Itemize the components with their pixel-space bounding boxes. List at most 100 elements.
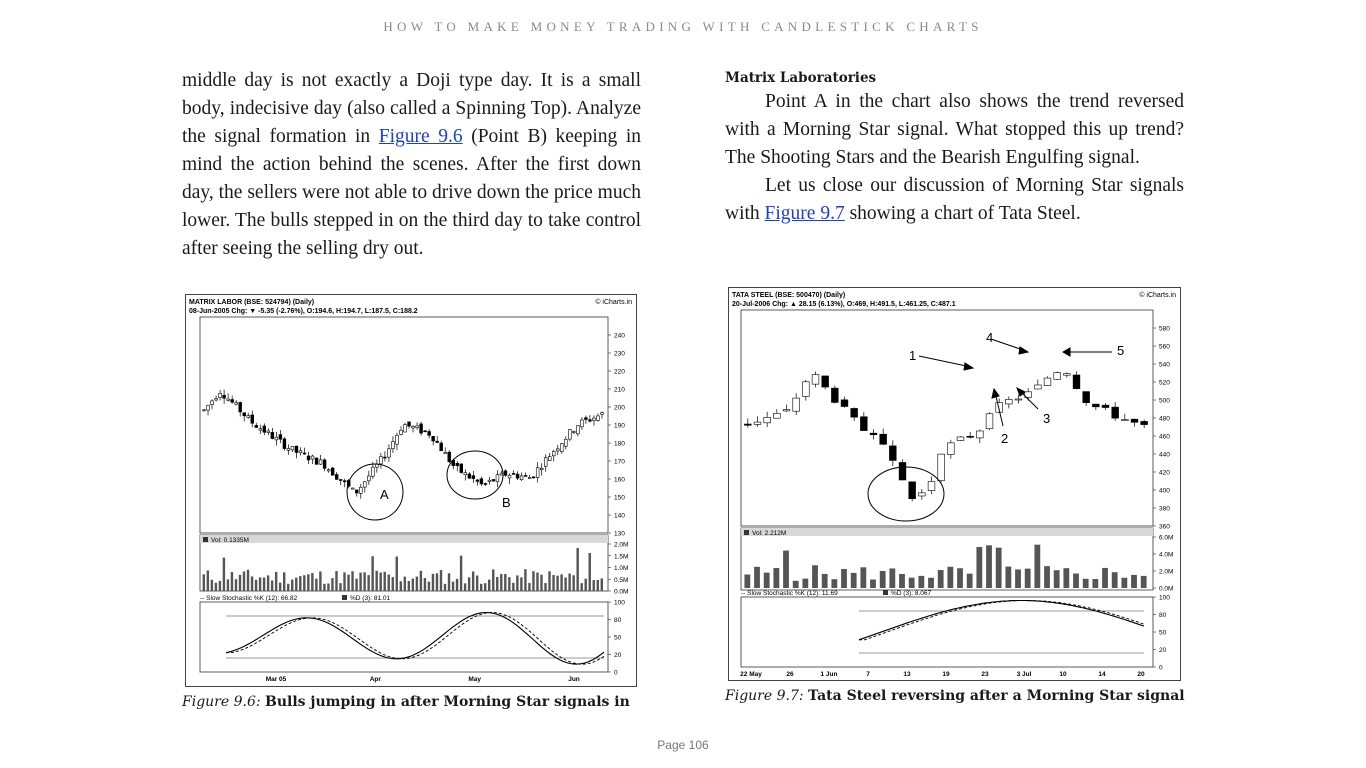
volume-bar [524,569,527,591]
candle-body [898,462,907,481]
candle-body [262,425,267,433]
candle-body [475,479,480,482]
axis-tick-label: 170 [614,459,625,466]
volume-bar [802,578,809,588]
x-axis-label: 10 [1059,671,1067,678]
chart2-quote-line: 20-Jul-2006 Chg: ▲ 28.15 (6.13%), O:469,… [732,301,956,308]
axis-tick-label: 0.0M [1159,586,1173,593]
stoch-d-line [859,600,1145,641]
axis-tick-label: 2.0M [614,542,628,549]
x-axis-label: 7 [866,671,870,678]
volume-bar [540,574,543,591]
candle-body [314,457,319,465]
volume-bar [250,576,254,591]
candle-body [266,430,271,433]
chart1-x-axis: Mar 05 Apr May Jun [266,676,580,683]
candle-body [479,478,484,485]
volume-bar [311,573,314,591]
volume-bar [238,574,242,591]
candle-body [918,492,926,497]
volume-bar [415,576,419,591]
candle-body [467,473,472,479]
volume-bar [976,547,983,588]
volume-bar [576,547,579,591]
candle-body [415,425,419,428]
candle-body [294,445,299,453]
figure-9-7-link[interactable]: Figure 9.7 [764,203,845,224]
candle-body [395,435,399,445]
volume-bar [266,575,270,591]
candle-body [763,417,771,424]
candle-body [459,463,463,473]
caption2-prefix: Figure 9.7: [725,688,809,704]
x-axis-label: 14 [1098,671,1106,678]
candle-body [531,476,536,479]
volume-bar [230,572,234,591]
chart1-price-axis: 240 230 220 210 200 190 180 170 160 150 140 130 [608,333,625,538]
left-paragraph: middle day is not exactly a Doji type da… [182,67,641,263]
volume-bar [744,574,751,588]
volume-bar [307,574,310,591]
volume-bar [475,575,479,591]
volume-bar [754,566,760,588]
volume-bar [319,571,322,591]
candle-body [527,477,532,479]
candle-body [744,423,752,426]
x-axis-label: 3 Jul [1017,671,1032,678]
candle-body [811,374,820,385]
volume-bar [287,583,290,591]
candle-body [435,440,439,443]
candle-body [507,474,512,479]
annotation-4: 4 [986,330,993,345]
volume-bar [600,578,603,591]
volume-bar [492,569,495,591]
candle-body [515,473,520,479]
volume-bar [879,571,886,588]
candle-body [363,481,367,488]
volume-bar [870,579,876,588]
figure-9-6-chart: MATRIX LABOR (BSE: 524794) (Daily) 08-Ju… [185,294,637,687]
axis-tick-label: 160 [614,477,625,484]
candle-body [503,470,508,476]
volume-bar [850,572,857,588]
volume-bar [391,577,394,591]
axis-tick-label: 50 [614,635,622,642]
candle-body [334,474,339,480]
candle-body [1130,418,1139,423]
volume-bar [427,581,431,591]
figure-9-6-link[interactable]: Figure 9.6 [378,126,463,147]
volume-bar [995,547,1002,588]
caption1-prefix: Figure 9.6: [182,694,266,710]
candle-body [937,453,945,481]
left-paragraph-text-1: middle day is not exactly a Doji type da… [182,70,641,147]
volume-bar [443,583,447,591]
volume-bar [419,570,423,591]
axis-tick-label: 420 [1159,470,1170,477]
volume-bar [206,570,210,591]
left-column: middle day is not exactly a Doji type da… [182,67,641,263]
volume-bar [375,570,378,591]
chart1-stoch-axis: 100 80 50 20 0 [608,600,625,677]
candle-body [995,402,1003,413]
candle-body [290,446,295,451]
axis-tick-label: 520 [1159,380,1170,387]
axis-tick-label: 20 [614,652,622,659]
candle-body [1072,374,1081,389]
arrow-1 [918,355,972,368]
candle-body [371,466,375,477]
volume-bar [395,556,398,591]
volume-bar [254,579,258,591]
axis-tick-label: 1.5M [614,553,628,560]
axis-tick-label: 400 [1159,488,1170,495]
volume-bar [899,573,905,588]
candle-body [511,473,516,475]
volume-bar [572,575,575,591]
candle-body [399,429,403,435]
axis-tick-label: 50 [1159,630,1167,637]
candle-body [411,426,415,429]
volume-bar [957,568,963,588]
volume-bar [592,580,595,591]
chart1-point-a: A [380,487,389,502]
volume-bar [1092,578,1099,588]
chart2-svg: TATA STEEL (BSE: 500470) (Daily) 20-Jul-… [732,291,1176,678]
